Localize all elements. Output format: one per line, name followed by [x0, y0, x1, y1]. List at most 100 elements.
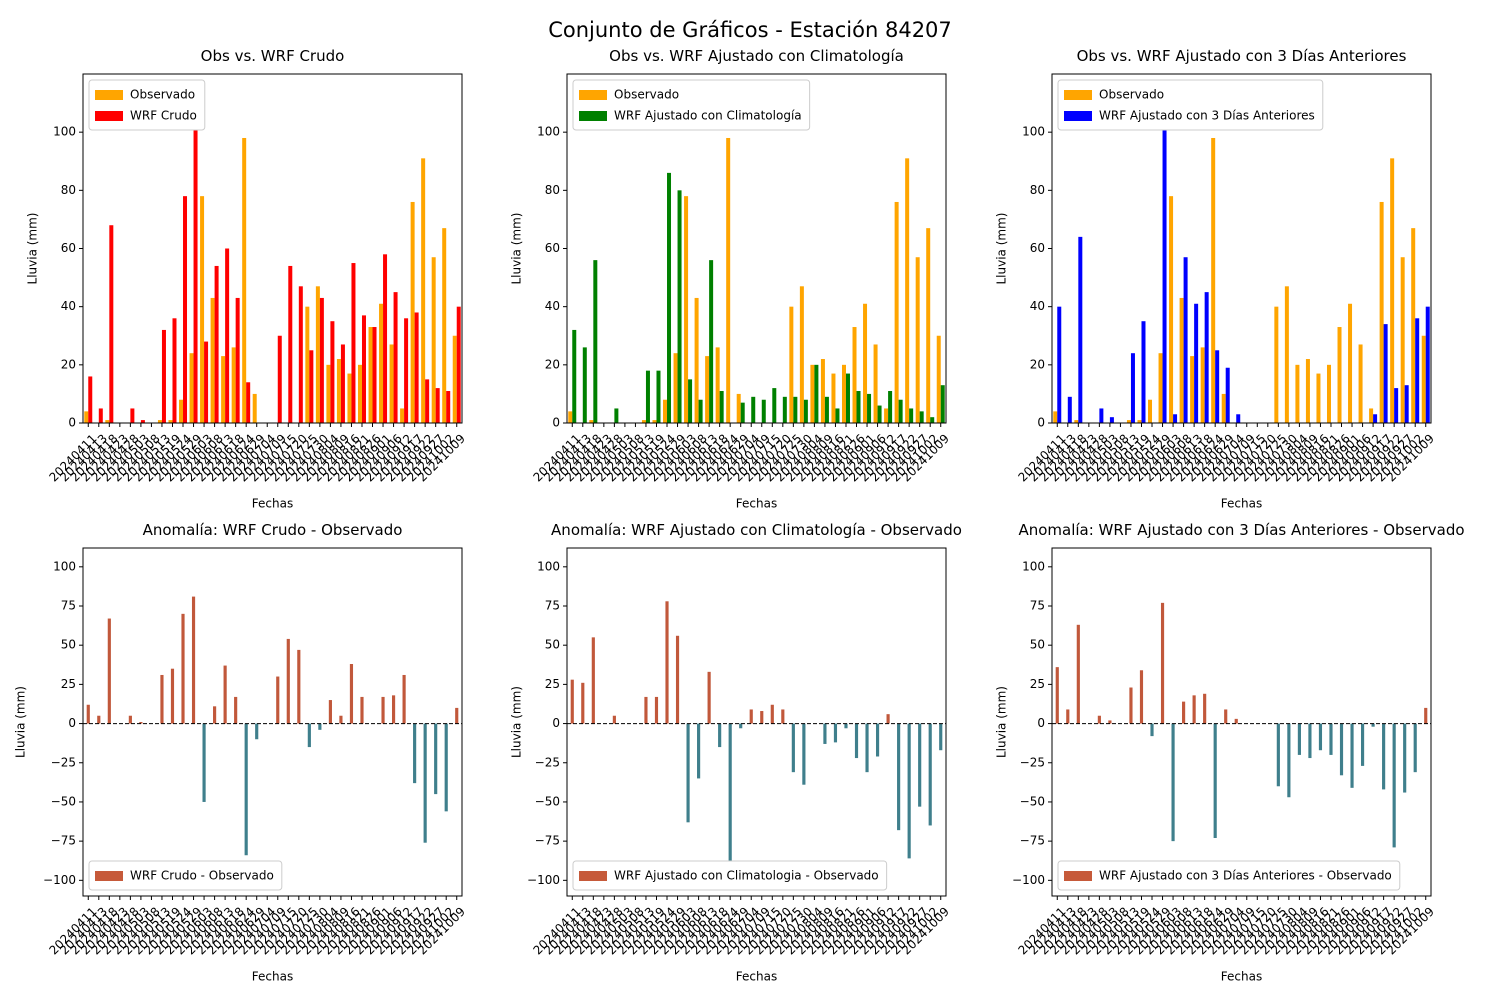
bar [641, 420, 646, 423]
anomaly-bar [391, 695, 396, 724]
anomaly-bar [1108, 720, 1112, 724]
legend-box [88, 860, 283, 891]
bar [656, 370, 661, 423]
bar [740, 402, 745, 423]
anomaly-bar [191, 596, 196, 724]
bar [1190, 356, 1195, 423]
bar [193, 117, 198, 423]
bar [1162, 129, 1167, 423]
anomaly-bar [854, 723, 859, 759]
bar [814, 364, 819, 423]
legend: Observado WRF Ajustado con 3 Días Anterio… [1057, 79, 1324, 131]
anomaly-bar [181, 613, 185, 724]
legend: WRF Crudo - Observado [88, 860, 283, 891]
anomaly-bar [1160, 602, 1165, 724]
y-tick-label: 25 [545, 677, 560, 691]
bar [410, 201, 415, 423]
bar [845, 373, 850, 423]
bar [1126, 420, 1131, 423]
y-tick-label: −100 [527, 873, 560, 887]
y-tick-label: 80 [1030, 183, 1045, 197]
anomaly-bar [675, 635, 680, 724]
bar [361, 315, 366, 423]
subplot: Anomalía: WRF Ajustado con Climatología … [510, 521, 962, 984]
bar [172, 318, 177, 423]
x-axis-label: Fechas [736, 497, 777, 511]
bar [452, 335, 457, 423]
bar [84, 411, 89, 423]
bar [1130, 353, 1135, 423]
y-tick-label: 25 [61, 677, 76, 691]
anomaly-bar [718, 723, 722, 748]
anomaly-bar [591, 637, 595, 724]
anomaly-bar [381, 696, 385, 724]
bar [1137, 420, 1142, 423]
y-tick-label: 50 [1030, 638, 1045, 652]
subplot-title: Anomalía: WRF Crudo - Observado [143, 521, 403, 539]
bar [400, 408, 405, 423]
bar [1373, 414, 1378, 423]
bar [421, 158, 426, 423]
bar [820, 359, 825, 423]
bar [1379, 201, 1384, 423]
bar [183, 196, 188, 423]
y-tick-label: 0 [1037, 416, 1045, 430]
bar [383, 254, 388, 423]
bar [179, 399, 184, 423]
bar [1415, 318, 1420, 423]
anomaly-bar [1382, 723, 1386, 790]
anomaly-bar [749, 709, 753, 724]
anomaly-bar [307, 723, 311, 748]
y-tick-label: 20 [1030, 357, 1045, 371]
bar [867, 393, 872, 423]
anomaly-bar [939, 723, 943, 751]
anomaly-bar [823, 723, 827, 744]
anomaly-bar [1055, 667, 1059, 724]
bar [246, 382, 251, 423]
bar [340, 344, 345, 423]
y-tick-label: 0 [68, 416, 76, 430]
anomaly-bar [1329, 723, 1333, 755]
y-tick-label: −75 [51, 834, 76, 848]
bar [414, 312, 419, 423]
legend-box [1057, 79, 1324, 131]
anomaly-bar [1129, 687, 1133, 724]
y-tick-label: −50 [535, 794, 560, 808]
x-axis-label: Fechas [1221, 970, 1262, 984]
anomaly-bar [1224, 709, 1228, 724]
anomaly-bar [1287, 723, 1291, 798]
bar [1225, 367, 1230, 423]
legend-swatch [95, 871, 123, 881]
anomaly-bar [728, 723, 732, 878]
anomaly-bar [213, 706, 217, 724]
y-tick-label: 20 [545, 357, 560, 371]
bar [1421, 335, 1426, 423]
y-tick-label: 75 [545, 599, 560, 613]
bar [1221, 393, 1226, 423]
bar [726, 137, 731, 423]
anomaly-bar [86, 704, 90, 724]
anomaly-bar [897, 723, 901, 831]
y-tick-label: 25 [1030, 677, 1045, 691]
anomaly-bar [413, 723, 417, 784]
bar [326, 364, 331, 423]
anomaly-bar [781, 709, 785, 724]
anomaly-bar [139, 722, 143, 724]
bar [1390, 158, 1395, 423]
anomaly-bar [339, 715, 343, 724]
anomaly-bar [286, 638, 290, 724]
y-tick-label: 100 [537, 559, 560, 573]
legend-swatch [1064, 111, 1092, 121]
y-tick-label: 0 [552, 416, 560, 430]
anomaly-bar [739, 723, 743, 729]
bar [1109, 417, 1114, 423]
bar [810, 364, 815, 423]
subplot-title: Obs vs. WRF Crudo [201, 47, 345, 65]
subplot: Obs vs. WRF Ajustado con Climatología 0 20… [510, 47, 953, 511]
anomaly-bar [128, 715, 132, 724]
bar [1053, 411, 1058, 423]
anomaly-bar [665, 601, 669, 724]
bar [698, 399, 703, 423]
bar [456, 306, 461, 423]
anomaly-bar [844, 723, 848, 729]
